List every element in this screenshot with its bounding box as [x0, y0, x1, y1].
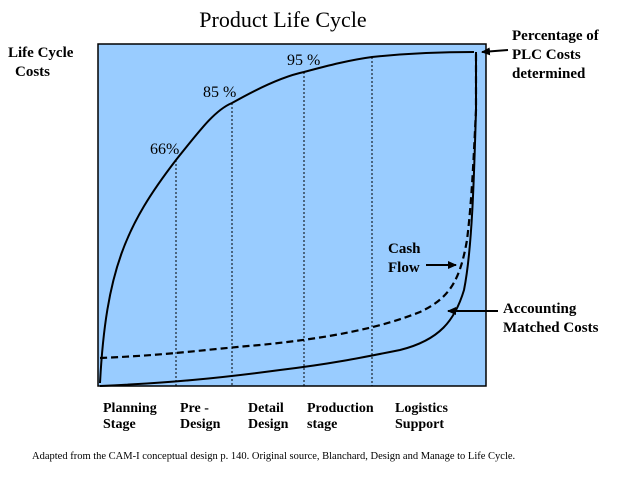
- stage-logistics-line-2: Support: [395, 417, 444, 432]
- stage-production-line-2: stage: [307, 417, 337, 432]
- cash-flow-label-line-2: Flow: [388, 260, 420, 276]
- percent-label-95: 95 %: [287, 52, 320, 69]
- accounting-label-line-2: Matched Costs: [503, 320, 599, 336]
- stage-pre-design-line-2: Design: [180, 417, 221, 432]
- percent-label-85: 85 %: [203, 84, 236, 101]
- diagram-title: Product Life Cycle: [199, 7, 366, 32]
- stage-planning-line-1: Planning: [103, 401, 157, 416]
- y-axis-label-line-1: Life Cycle: [8, 45, 74, 61]
- stage-pre-design-line-1: Pre -: [180, 401, 209, 416]
- accounting-matched-costs-curve: [99, 52, 477, 387]
- plc-determined-label-line-2: PLC Costs: [512, 47, 581, 63]
- stage-planning-line-2: Stage: [103, 417, 136, 432]
- plc-determined-arrow: [481, 47, 509, 56]
- plot-area: [97, 43, 487, 387]
- cash-flow-curve: [99, 52, 478, 360]
- stage-logistics-line-1: Logistics: [395, 401, 448, 416]
- source-caption: Adapted from the CAM-I conceptual design…: [32, 451, 515, 462]
- accounting-label-line-1: Accounting: [503, 301, 577, 317]
- plc-determined-label-line-3: determined: [512, 66, 586, 82]
- percent-label-66: 66%: [150, 141, 179, 158]
- stage-detail-design-line-2: Design: [248, 417, 289, 432]
- stage-detail-design-line-1: Detail: [248, 401, 284, 416]
- y-axis-label-line-2: Costs: [15, 64, 50, 80]
- plc-determined-label-line-1: Percentage of: [512, 28, 600, 44]
- cash-flow-label-line-1: Cash: [388, 241, 421, 257]
- stage-production-line-1: Production: [307, 401, 374, 416]
- plc-determined-curve: [99, 51, 475, 384]
